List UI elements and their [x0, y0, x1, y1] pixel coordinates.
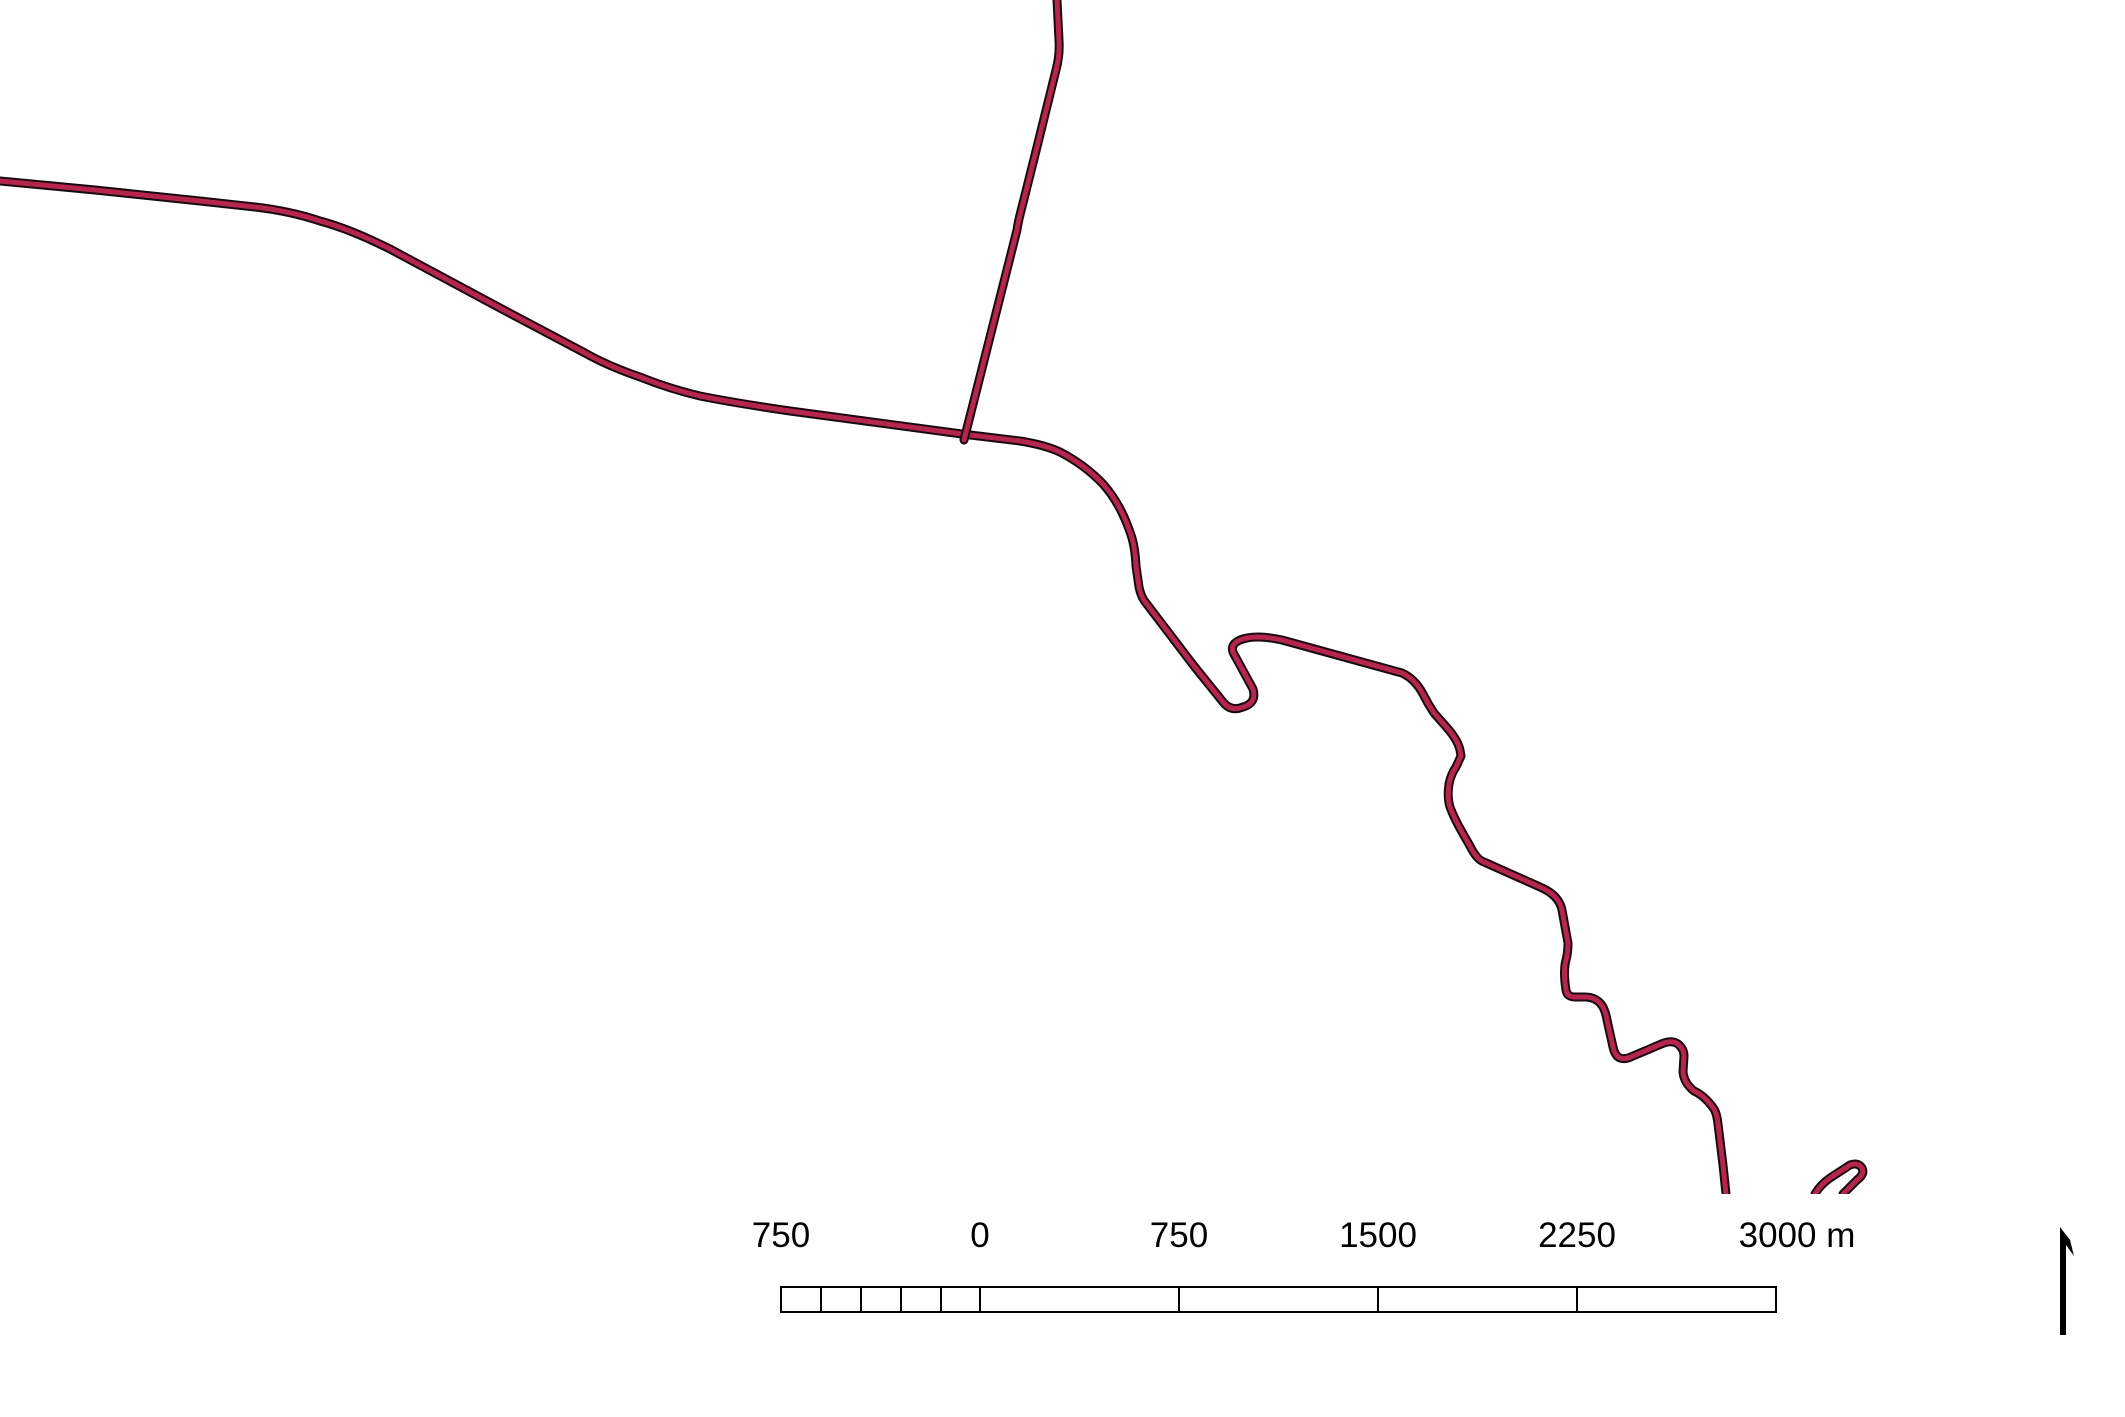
scale-label-3000-m: 3000 m — [1739, 1216, 1856, 1255]
scale-segment — [1178, 1286, 1379, 1313]
scale-segment — [1377, 1286, 1578, 1313]
scale-subsegment — [900, 1286, 942, 1313]
scale-label-2250: 2250 — [1538, 1216, 1616, 1255]
scale-label-750: 750 — [1150, 1216, 1208, 1255]
scale-subsegment — [940, 1286, 981, 1313]
scale-bar-boxes — [780, 1286, 1777, 1313]
scale-label-1500: 1500 — [1339, 1216, 1417, 1255]
scale-segment — [1576, 1286, 1777, 1313]
scale-label-0: 0 — [970, 1216, 989, 1255]
north-arrow-icon — [2060, 1227, 2074, 1335]
scale-segment — [979, 1286, 1180, 1313]
scale-subsegment — [820, 1286, 862, 1313]
road-network — [0, 0, 1868, 1199]
scale-bar: 750 0 750 1500 2250 3000 m — [752, 1216, 1856, 1313]
scale-subsegment — [860, 1286, 902, 1313]
scale-subsegment — [780, 1286, 822, 1313]
scale-label-750-left: 750 — [752, 1216, 810, 1255]
